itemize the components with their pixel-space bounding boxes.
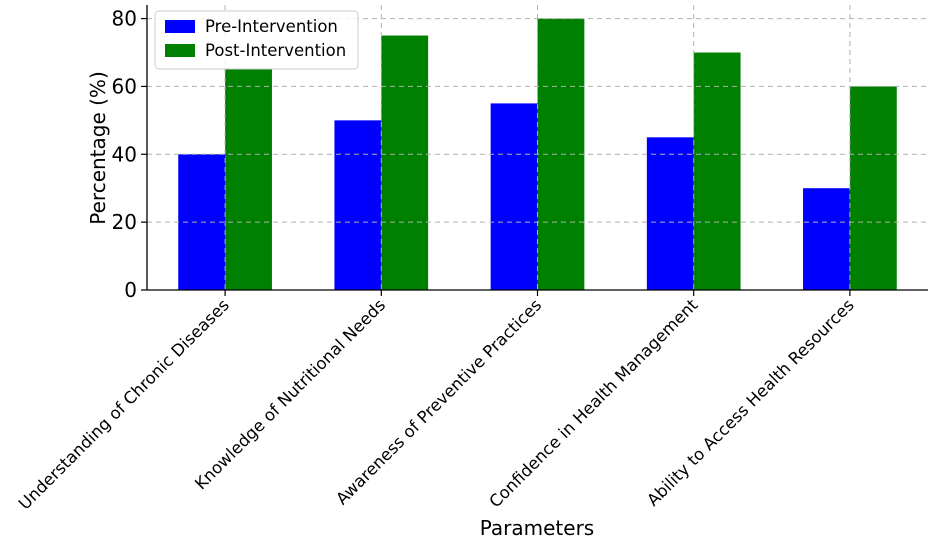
x-tick-label-1: Knowledge of Nutritional Needs	[191, 295, 389, 493]
legend-swatch-1	[165, 44, 195, 57]
bar-post-1	[381, 35, 429, 291]
bar-pre-3	[646, 137, 694, 290]
legend-label-0: Pre-Intervention	[205, 17, 338, 36]
legend-box	[154, 10, 359, 70]
y-tick-labels: 0 20 40 60 80	[112, 7, 137, 302]
y-tick-label-4: 80	[112, 7, 137, 31]
x-axis-title: Parameters	[480, 516, 594, 540]
y-tick-label-3: 60	[112, 74, 137, 98]
y-axis-title: Percentage (%)	[86, 71, 110, 224]
bar-pre-1	[334, 120, 382, 290]
bar-pre-2	[490, 103, 538, 291]
bars	[147, 5, 928, 291]
y-tick-label-2: 40	[112, 142, 137, 166]
legend-swatch-0	[165, 20, 195, 33]
bar-post-3	[693, 52, 741, 290]
legend-label-1: Post-Intervention	[205, 41, 346, 60]
bar-post-0	[225, 69, 272, 290]
y-tick-label-0: 0	[124, 278, 137, 302]
x-tick-labels: Understanding of Chronic DiseasesKnowled…	[15, 295, 858, 513]
bar-pre-4	[803, 188, 850, 290]
axes	[141, 5, 928, 296]
bar-post-4	[849, 86, 897, 290]
legend: Pre-Intervention Post-Intervention	[154, 10, 359, 70]
y-tick-label-1: 20	[112, 210, 137, 234]
